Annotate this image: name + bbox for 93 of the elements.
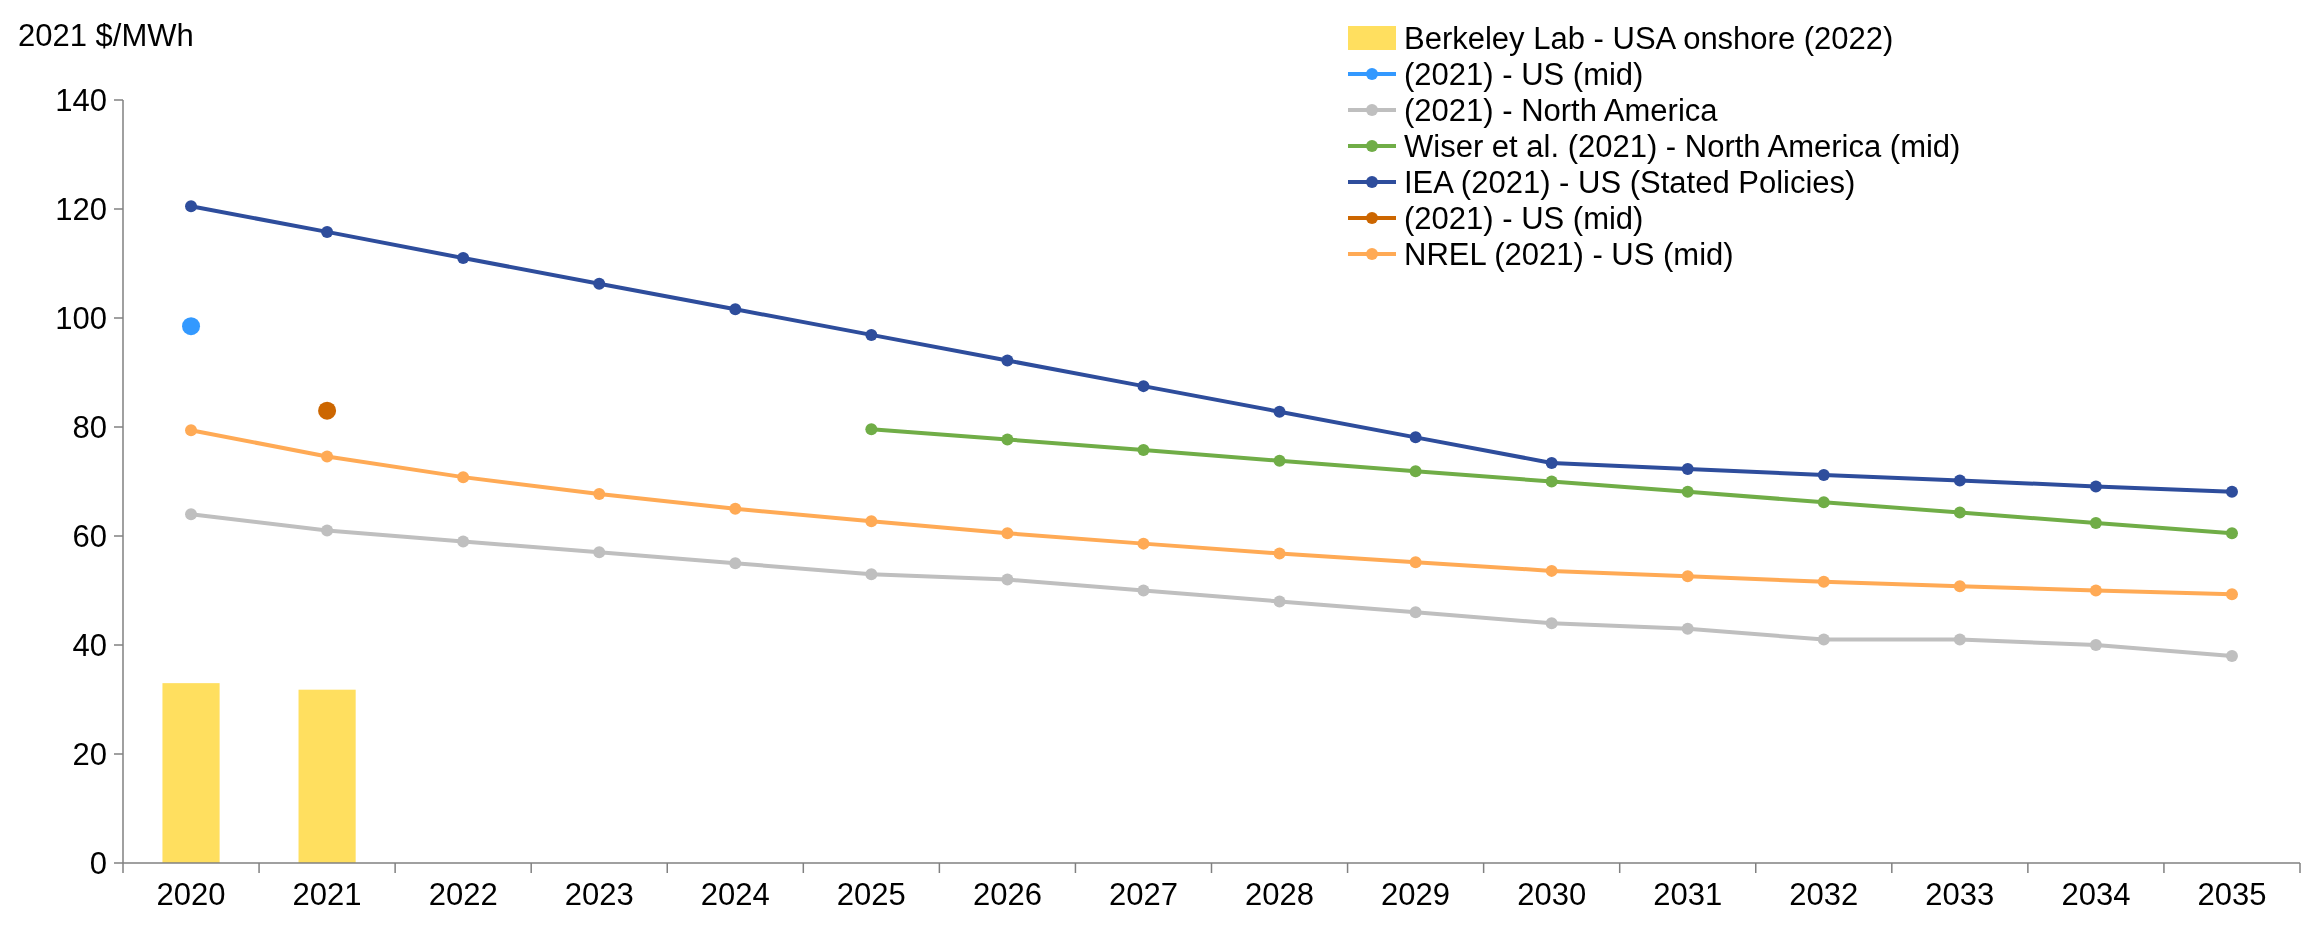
legend-label: (2021) - US (mid) [1404,200,1644,236]
x-tick-label: 2029 [1381,877,1451,912]
y-tick-label: 120 [55,191,107,227]
y-tick-label: 20 [72,736,107,772]
point [1817,633,1830,646]
point [1817,496,1830,509]
point [321,524,334,537]
point [1273,454,1286,467]
point [321,450,334,463]
point [1545,456,1558,469]
point [2089,480,2102,493]
point [1273,547,1286,560]
point [457,535,470,548]
legend-label: IEA (2021) - US (Stated Policies) [1404,164,1856,200]
point [2089,516,2102,529]
point [593,488,606,501]
point [2225,588,2238,601]
point [185,424,198,437]
x-tick-label: 2031 [1653,877,1723,912]
point [1137,380,1150,393]
point [2225,649,2238,662]
x-tick-label: 2033 [1925,877,1995,912]
point [1681,570,1694,583]
x-tick-label: 2026 [972,877,1042,912]
y-tick-label: 40 [72,627,107,663]
y-tick-label: 80 [72,409,107,445]
point [865,515,878,528]
x-tick-label: 2030 [1517,877,1587,912]
y-axis-title: 2021 $/MWh [18,18,194,53]
x-tick-label: 2028 [1245,877,1315,912]
x-tick-label: 2025 [836,877,906,912]
legend-label: NREL (2021) - US (mid) [1404,236,1734,272]
x-tick-label: 2024 [700,877,770,912]
point [1545,617,1558,630]
legend-label: Berkeley Lab - USA onshore (2022) [1404,20,1894,56]
point [1409,606,1422,619]
y-tick-label: 0 [89,845,107,881]
x-tick-label: 2034 [2061,877,2131,912]
point [457,471,470,484]
point [1953,580,1966,593]
x-tick-label: 2023 [564,877,634,912]
point [729,502,742,515]
x-tick-label: 2035 [2197,877,2267,912]
point [1001,573,1014,586]
point [1817,468,1830,481]
point [1953,506,1966,519]
point [1681,622,1694,635]
x-tick-label: 2021 [292,877,362,912]
legend-label: (2021) - North America [1404,92,1719,128]
point [182,317,201,336]
y-tick-label: 60 [72,518,107,554]
point [1681,462,1694,475]
point [593,277,606,290]
point [1409,465,1422,478]
legend-label: Wiser et al. (2021) - North America (mid) [1404,128,1961,164]
point [1953,633,1966,646]
legend-label: (2021) - US (mid) [1404,56,1644,92]
point [321,225,334,238]
point [1137,537,1150,550]
y-tick-label: 140 [55,82,107,118]
point [185,200,198,213]
point [1409,431,1422,444]
point [1681,485,1694,498]
point [2225,485,2238,498]
point [865,568,878,581]
point [2225,527,2238,540]
x-tick-label: 2022 [428,877,498,912]
point [1001,354,1014,367]
point [2089,639,2102,651]
point [729,303,742,316]
point [1545,475,1558,488]
x-tick-label: 2027 [1108,877,1178,912]
point [1273,405,1286,418]
y-tick-label: 100 [55,300,107,336]
point [1409,556,1422,569]
x-tick-label: 2020 [156,877,226,912]
point [593,546,606,559]
point [1001,527,1014,540]
point [729,557,742,570]
point [1817,575,1830,588]
point [1001,433,1014,446]
point [1953,474,1966,487]
point [865,328,878,341]
point [1273,595,1286,608]
point [1545,564,1558,577]
point [1137,584,1150,597]
point [318,401,337,420]
point [1137,443,1150,456]
point [185,508,198,521]
x-tick-label: 2032 [1789,877,1859,912]
point [457,252,470,265]
point [865,423,878,436]
point [2089,584,2102,597]
